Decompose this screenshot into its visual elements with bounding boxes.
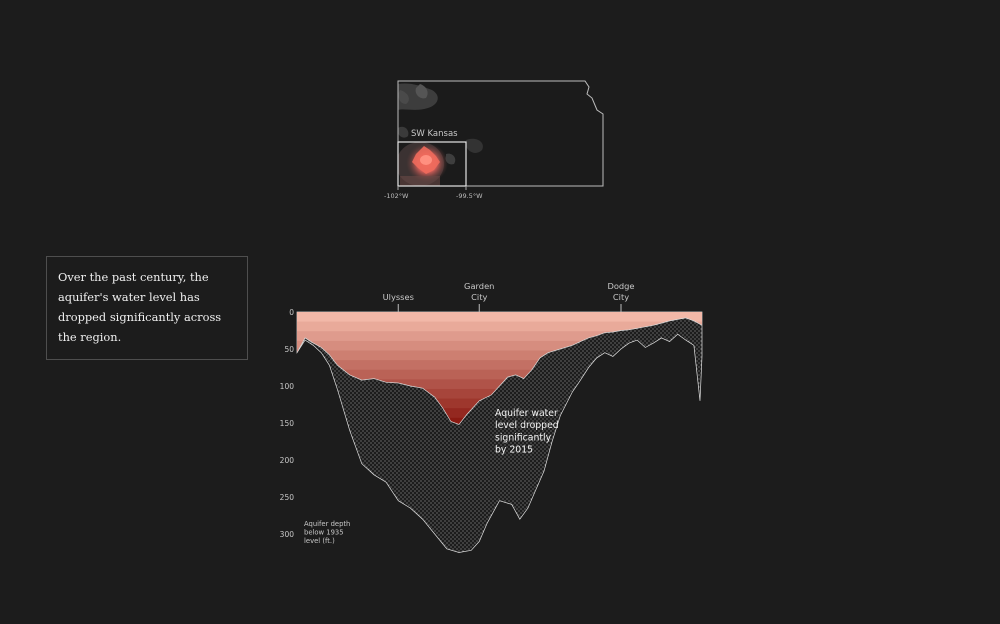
- water-band: [297, 331, 702, 342]
- y-tick-label: 200: [280, 456, 295, 465]
- y-label-line: level (ft.): [304, 537, 335, 545]
- y-tick-label: 250: [280, 493, 295, 502]
- city-label: Ulysses: [383, 292, 414, 302]
- annotation-line: Aquifer water: [495, 408, 558, 419]
- city-label: Garden: [464, 281, 494, 291]
- y-axis: 0 50 100 150 200 250 300: [280, 308, 295, 539]
- y-label-line: below 1935: [304, 529, 344, 537]
- city-label: City: [613, 292, 629, 302]
- kansas-outline: [397, 80, 604, 187]
- water-band: [297, 340, 702, 352]
- y-label-line: Aquifer depth: [304, 520, 350, 528]
- water-band: [297, 360, 702, 371]
- map-fill: [398, 81, 603, 186]
- annotation-line: significantly: [495, 432, 552, 443]
- caption-box: Over the past century, the aquifer's wat…: [46, 256, 248, 360]
- water-band: [297, 312, 702, 323]
- y-tick-label: 300: [280, 530, 295, 539]
- annotation-line: level dropped: [495, 420, 559, 431]
- y-tick-label: 0: [289, 308, 294, 317]
- drop-annotation: Aquifer water level dropped significantly b…: [495, 408, 559, 456]
- water-band: [297, 369, 702, 380]
- lon-label-99w: -99.5°W: [456, 192, 483, 200]
- sw-kansas-label: SW Kansas: [411, 129, 458, 139]
- y-tick-label: 50: [284, 345, 294, 354]
- water-band: [297, 350, 702, 361]
- city-label: City: [471, 292, 487, 302]
- y-axis-label: Aquifer depth below 1935 level (ft.): [304, 520, 350, 545]
- city-label: Dodge: [607, 281, 634, 291]
- locator-map: SW Kansas -102°W -99.5°W: [384, 80, 604, 200]
- water-level-outline: [296, 317, 703, 425]
- water-band: [297, 321, 702, 332]
- y-tick-label: 100: [280, 382, 295, 391]
- lon-label-102w: -102°W: [384, 192, 409, 200]
- y-tick-label: 150: [280, 419, 295, 428]
- annotation-line: by 2015: [495, 445, 533, 456]
- sw-kansas-box: [397, 141, 467, 187]
- water-band: [297, 379, 702, 390]
